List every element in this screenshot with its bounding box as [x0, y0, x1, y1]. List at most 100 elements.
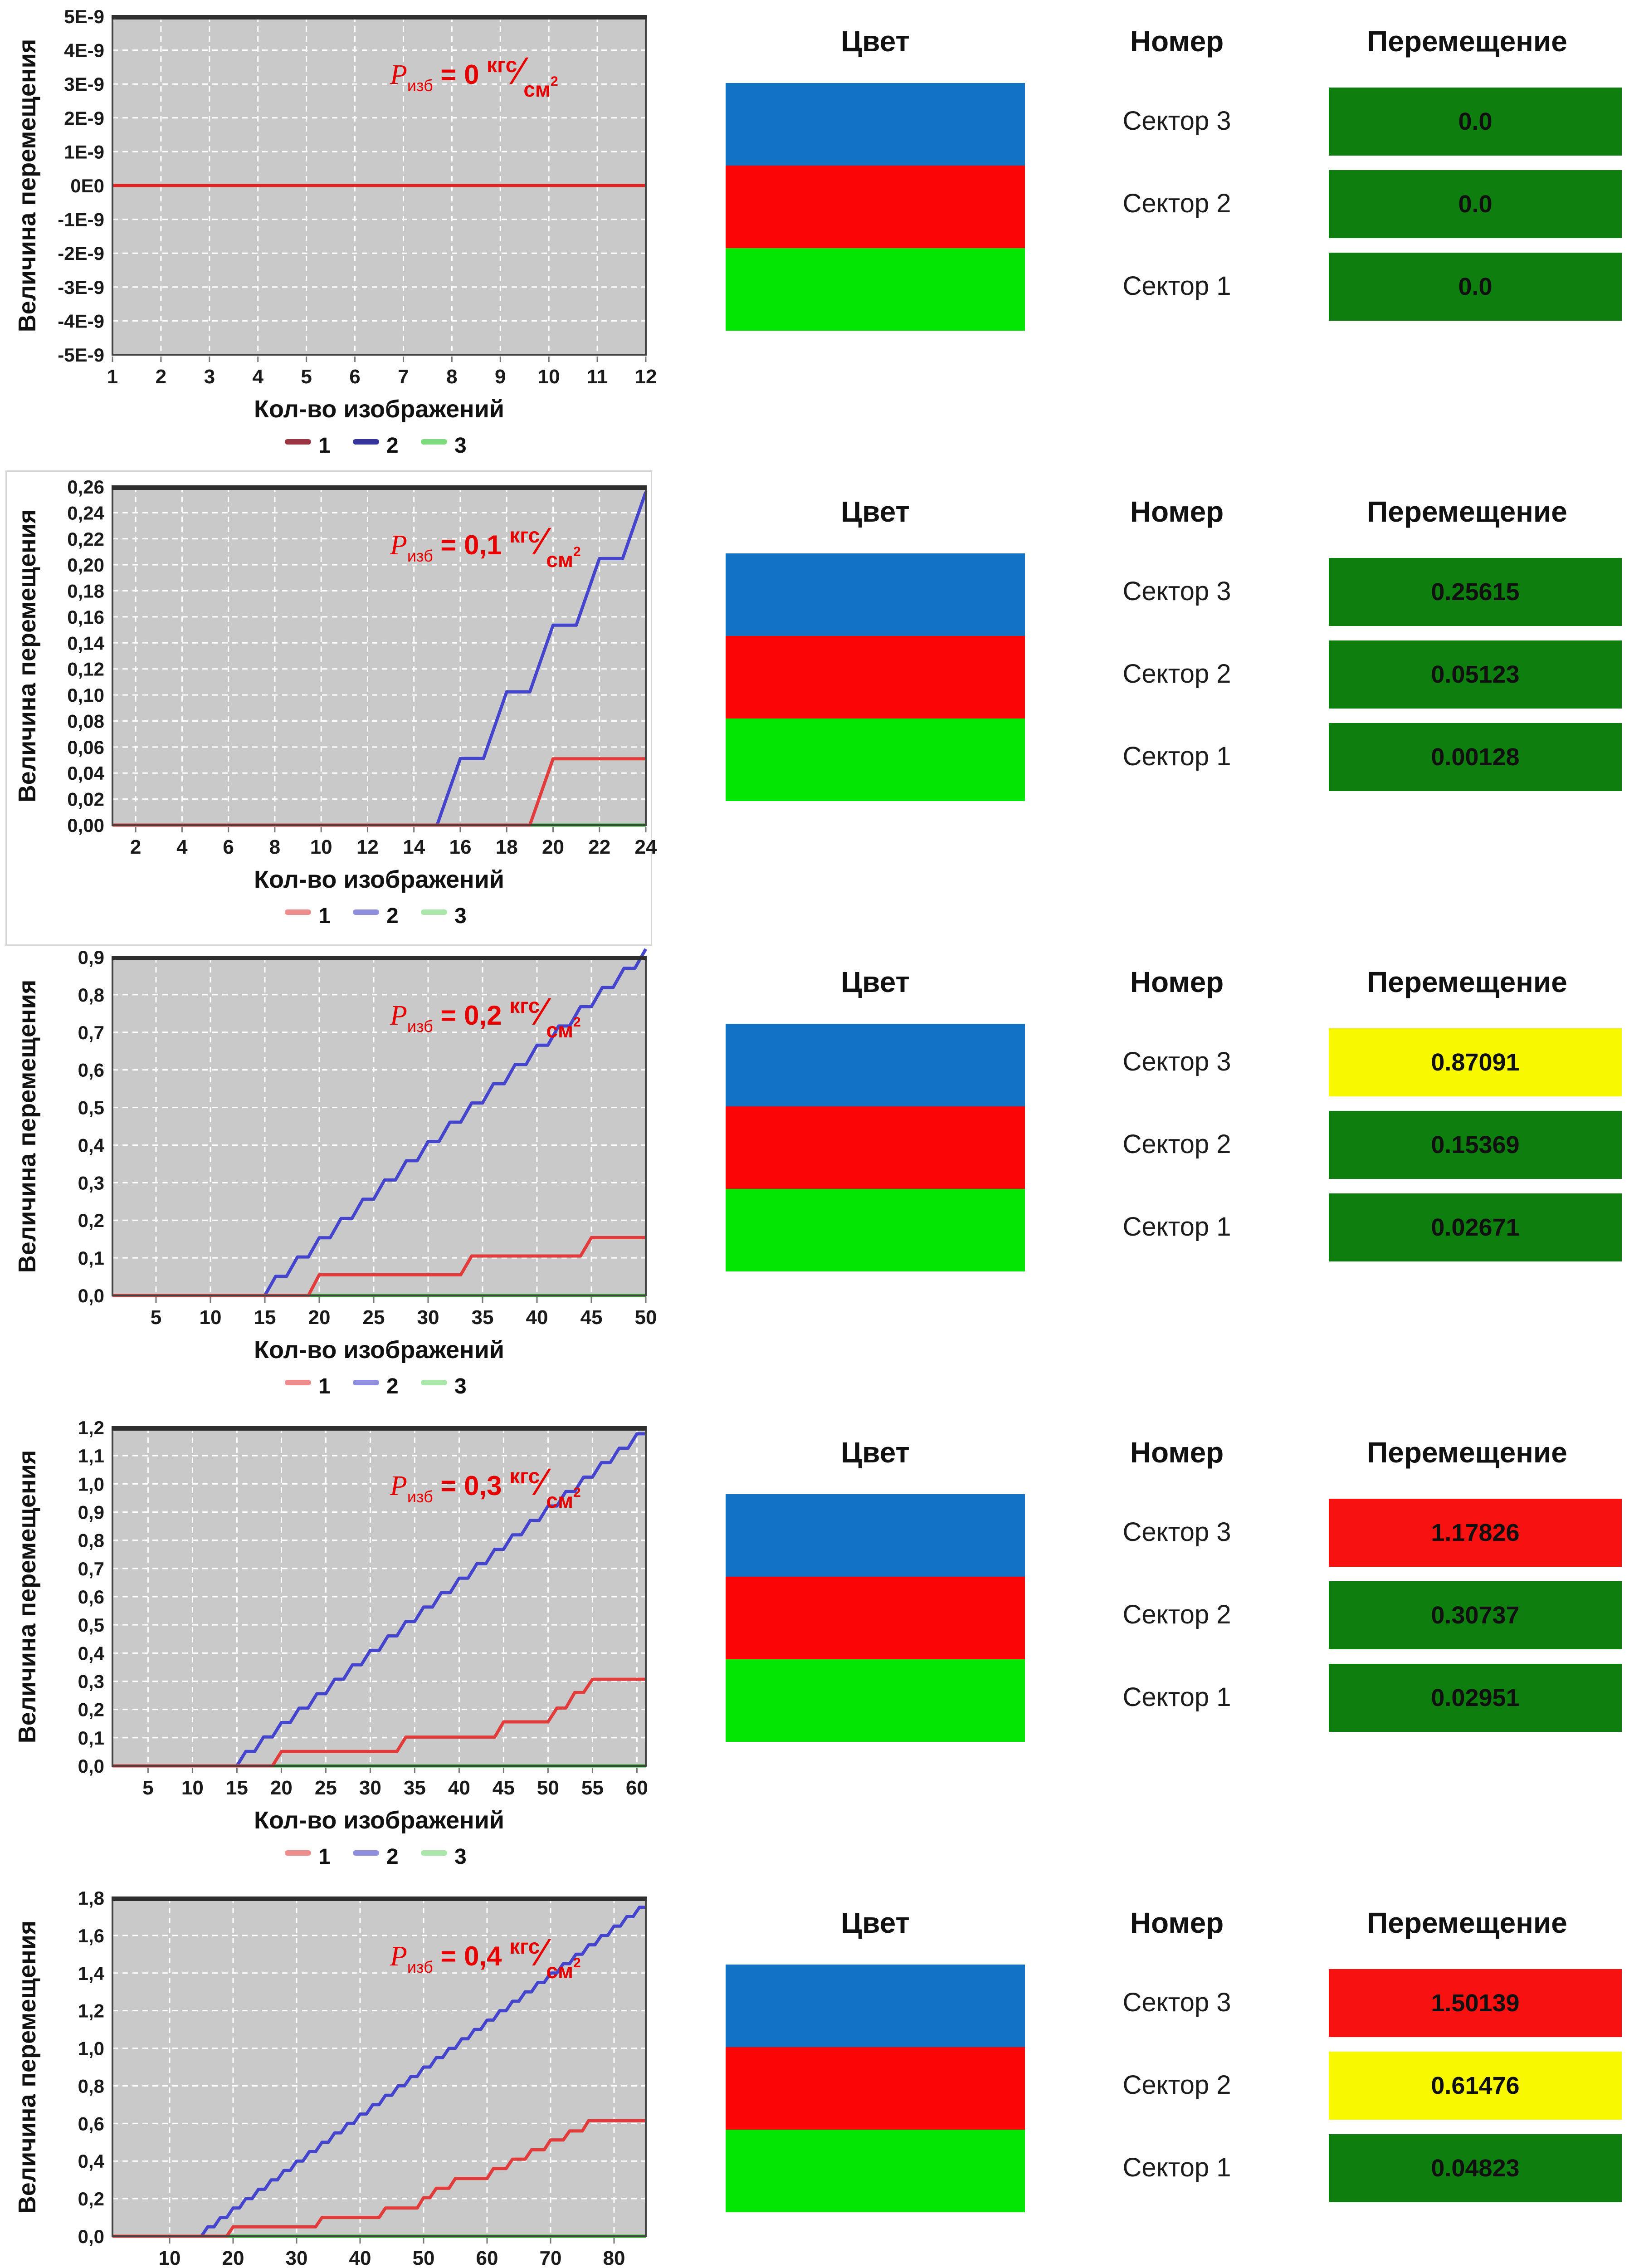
displacement-chart-2: 2 4 6 8 10 12 14 16 18 20 22 240,000,020,040,060,08…: [14, 476, 657, 928]
axis-ticks: 10 20 30 40 50 60 70 80 0,0 0,2 0,4 0,6 0,8 1,0 1,2 1,4…: [78, 1887, 625, 2268]
displacement-chart-block: 2 4 6 8 10 12 14 16 18 20 22 24 0,00 0,02 0,04 0,06 0,08…: [0, 470, 658, 946]
x-tick-label: 10: [159, 2247, 181, 2268]
y-tick-label: 1,0: [78, 1473, 104, 1495]
y-tick-label: -5E-9: [58, 344, 104, 366]
axis-ticks: 5 10 15 20 25 30 35 40 45 50 55 60 0,0 0,1 0,2 0,3 0,4 0,…: [78, 1417, 648, 1799]
sector-label: Сектор 1: [1122, 2153, 1231, 2182]
sector-color-swatch: [726, 553, 1025, 801]
series-2-line: [112, 948, 648, 1297]
sector3-color-blue: [726, 1965, 1025, 2047]
x-tick-label: 7: [398, 366, 409, 388]
y-tick-label: 0,1: [78, 1247, 104, 1269]
column-header-displacement: Перемещение: [1367, 1436, 1567, 1469]
y-tick-label: 0,2: [78, 1210, 104, 1231]
sector-color-swatch: [726, 83, 1025, 331]
legend-swatch-3: [421, 909, 447, 915]
sector-color-swatch: [726, 1965, 1025, 2212]
y-tick-label: 0,20: [67, 554, 104, 576]
y-tick-label: 0,4: [78, 1134, 105, 1156]
sector-label: Сектор 1: [1122, 1682, 1231, 1712]
y-tick-label: 0,06: [67, 737, 104, 758]
x-tick-label: 60: [626, 1777, 648, 1799]
displacement-chart-block: 5 10 15 20 25 30 35 40 45 50 0,0 0,1 0,2 0,3 0,4 0,5 0,6…: [0, 941, 658, 1411]
column-header-displacement: Перемещение: [1367, 495, 1567, 528]
displacement-value-badge: 0.0: [1329, 170, 1622, 238]
sector-label: Сектор 1: [1122, 1212, 1231, 1242]
y-tick-label: 0,4: [78, 2151, 105, 2172]
y-tick-label: 0,1: [78, 1727, 104, 1749]
axis-ticks: 1 2 3 4 5 6 7 8 9 10 11 125E-94E-93E-92E-91E-90E0-1…: [58, 6, 657, 388]
y-tick-label: 0,8: [78, 2075, 104, 2097]
displacement-chart-block: 10 20 30 40 50 60 70 80 0,0 0,2 0,4 0,6 0,8 1,0 1,2 1,4…: [0, 1882, 658, 2268]
sector-color-swatch: [726, 1494, 1025, 1742]
y-tick-label: 0E0: [70, 175, 104, 196]
y-tick-label: 1,1: [78, 1445, 104, 1466]
pressure-panel-3: 5 10 15 20 25 30 35 40 45 50 0,0 0,1 0,2 0,3 0,4 0,5 0,6…: [0, 941, 1634, 1411]
legend-swatch-3: [421, 1850, 447, 1856]
sector1-color-green: [726, 1189, 1025, 1271]
legend-label-3: 3: [454, 904, 467, 928]
y-axis-label: Величина перемещения: [14, 509, 41, 803]
x-tick-label: 50: [635, 1306, 657, 1329]
x-tick-label: 70: [540, 2247, 562, 2268]
series-2-line: [112, 1906, 646, 2238]
pressure-panel-5: 10 20 30 40 50 60 70 80 0,0 0,2 0,4 0,6 0,8 1,0 1,2 1,4…: [0, 1882, 1634, 2268]
displacement-value-badge: 0.02951: [1329, 1664, 1622, 1732]
y-tick-label: 0,7: [78, 1558, 104, 1579]
series-1-line: [112, 1677, 646, 1768]
x-tick-label: 50: [413, 2247, 435, 2268]
x-tick-label: 60: [476, 2247, 498, 2268]
series-2-line: [112, 491, 648, 827]
x-tick-label: 4: [176, 836, 188, 858]
y-tick-label: 1,2: [78, 1417, 104, 1438]
legend-swatch-1: [285, 439, 311, 445]
legend-label-3: 3: [454, 434, 467, 458]
x-axis-label: Кол-во изображений: [254, 866, 504, 893]
x-tick-label: 10: [538, 366, 560, 388]
y-tick-label: 0,4: [78, 1642, 105, 1664]
sector2-color-red: [726, 1577, 1025, 1659]
y-tick-label: 0,0: [78, 1755, 104, 1777]
y-tick-label: 1,0: [78, 2038, 104, 2059]
x-tick-label: 45: [580, 1306, 603, 1329]
pressure-annotation: Pизб = 0,1 кгс⁄см2: [390, 520, 581, 572]
y-tick-label: 2E-9: [64, 108, 104, 129]
x-tick-label: 12: [356, 836, 379, 858]
x-axis-label: Кол-во изображений: [254, 1336, 504, 1364]
displacement-value-badge: 0.30737: [1329, 1581, 1622, 1649]
column-header-color: Цвет: [841, 966, 910, 998]
y-tick-label: 0,22: [67, 528, 104, 550]
legend-label-3: 3: [454, 1374, 467, 1398]
plot-area: [112, 487, 646, 825]
displacement-value-badge: 0.00128: [1329, 723, 1622, 791]
legend-label-1: 1: [318, 1845, 331, 1869]
y-tick-label: 0,0: [78, 2226, 104, 2247]
y-axis-label: Величина перемещения: [14, 1921, 41, 2214]
sector3-color-blue: [726, 1494, 1025, 1577]
y-tick-label: 1,2: [78, 2000, 104, 2022]
sector1-color-green: [726, 248, 1025, 331]
y-tick-label: 0,8: [78, 984, 104, 1006]
x-tick-label: 5: [301, 366, 312, 388]
sector-table: Цвет Номер Перемещение Сектор 3 0.25615 Се…: [658, 470, 1634, 941]
column-header-color: Цвет: [841, 495, 910, 528]
legend-label-2: 2: [386, 904, 399, 928]
x-tick-label: 40: [448, 1777, 470, 1799]
sector-label: Сектор 3: [1122, 577, 1231, 606]
displacement-value-badge: 0.0: [1329, 253, 1622, 321]
displacement-chart-4: 5 10 15 20 25 30 35 40 45 50 55 60 0,0 0,1 0,2 0,3 0,4 0,…: [14, 1417, 648, 1869]
legend: 1 2 3: [285, 904, 467, 928]
legend-swatch-3: [421, 1380, 447, 1385]
sector-label: Сектор 3: [1122, 1047, 1231, 1076]
y-tick-label: -4E-9: [58, 310, 104, 332]
series-2-line: [112, 1432, 646, 1768]
x-tick-label: 20: [222, 2247, 244, 2268]
sector-label: Сектор 2: [1122, 1129, 1231, 1159]
x-tick-label: 30: [359, 1777, 381, 1799]
y-tick-label: 0,6: [78, 2113, 104, 2134]
x-tick-label: 30: [417, 1306, 439, 1329]
x-tick-label: 5: [142, 1777, 153, 1799]
x-tick-label: 25: [363, 1306, 385, 1329]
legend: 1 2 3: [285, 434, 467, 458]
